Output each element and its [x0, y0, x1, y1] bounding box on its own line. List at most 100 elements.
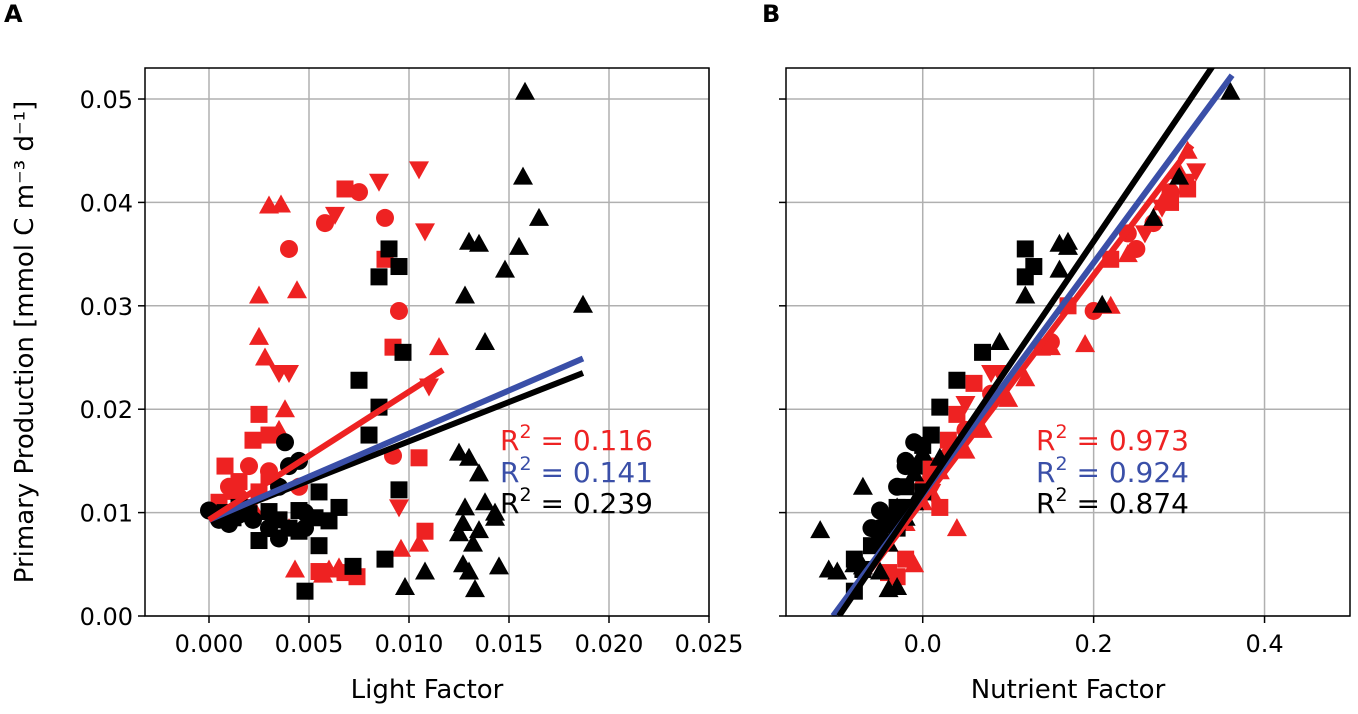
panel-letter-b: B [762, 0, 780, 28]
data-point-black-triangle [1220, 81, 1241, 100]
plot-frame-b [785, 67, 1351, 617]
r2-symbol: R [1036, 487, 1055, 520]
data-point-black-triangle [455, 497, 475, 516]
data-point-black-triangle [1092, 294, 1113, 313]
r2-value: = 0.141 [532, 456, 653, 489]
data-point-black-triangle [852, 476, 873, 495]
r2-value: = 0.239 [532, 487, 653, 520]
data-point-red-inverted-triangle [279, 365, 299, 384]
x-tick-label: 0.005 [275, 630, 344, 658]
data-point-red-square [310, 563, 328, 581]
data-point-black-circle [888, 477, 907, 496]
data-point-red-inverted-triangle [325, 206, 345, 225]
data-point-black-square [380, 240, 398, 258]
data-point-black-triangle [1143, 207, 1164, 226]
data-point-black-triangle [469, 463, 489, 482]
r2-value: = 0.874 [1068, 487, 1189, 520]
x-tick-label: 0.0 [904, 630, 942, 658]
data-point-red-inverted-triangle [1186, 163, 1207, 182]
data-point-black-triangle [1015, 285, 1036, 304]
y-tick-label: 0.02 [80, 396, 133, 424]
r2-annotation: R2 = 0.874 [1036, 484, 1189, 520]
data-point-red-triangle [1075, 334, 1096, 353]
data-point-red-triangle [249, 285, 269, 304]
y-tick-label: 0.03 [80, 293, 133, 321]
data-point-black-square [390, 258, 408, 276]
r2-symbol: R [1036, 456, 1055, 489]
panel-letter-a: A [4, 0, 23, 28]
data-point-red-circle [316, 214, 334, 233]
data-point-red-triangle [287, 280, 307, 299]
x-tick-label: 0.025 [675, 630, 744, 658]
data-point-red-circle [390, 301, 408, 320]
r2-superscript: 2 [1055, 484, 1067, 506]
data-point-red-square [965, 374, 983, 392]
data-point-red-triangle [255, 347, 275, 366]
data-point-red-circle [280, 239, 298, 258]
data-point-red-square [260, 426, 278, 444]
data-point-black-square [390, 481, 408, 499]
data-point-black-triangle [489, 556, 509, 575]
fit-lines-b [830, 68, 1235, 616]
data-point-red-inverted-triangle [409, 161, 429, 180]
data-point-black-square [320, 512, 338, 530]
red-fit-line [207, 367, 445, 523]
data-point-red-square [948, 405, 966, 423]
data-point-red-circle [350, 183, 368, 202]
data-point-black-triangle [989, 332, 1010, 350]
data-point-red-inverted-triangle [389, 499, 409, 518]
points-a [200, 81, 593, 600]
data-point-red-square [416, 522, 434, 540]
r2-superscript: 2 [519, 453, 531, 475]
data-point-red-inverted-triangle [1152, 199, 1172, 218]
data-point-red-triangle [275, 399, 295, 418]
data-point-black-triangle [485, 502, 505, 521]
data-point-red-triangle [998, 388, 1019, 407]
data-point-black-triangle [465, 579, 485, 598]
data-point-black-triangle [513, 166, 533, 185]
data-point-red-inverted-triangle [369, 173, 389, 192]
points-b [810, 81, 1241, 600]
x-axis-label-a: Light Factor [351, 675, 504, 705]
y-tick-label: 0.05 [80, 86, 133, 114]
data-point-black-circle [896, 451, 915, 470]
data-point-black-square [974, 343, 992, 361]
data-point-red-triangle [904, 554, 925, 573]
r2-symbol: R [500, 456, 519, 489]
r2-superscript: 2 [1055, 421, 1067, 443]
r2-annotation: R2 = 0.116 [500, 421, 653, 457]
x-axis-label-b: Nutrient Factor [971, 675, 1166, 705]
data-point-red-square [888, 568, 906, 586]
data-point-red-circle [240, 457, 258, 476]
x-tick-label: 0.015 [475, 630, 544, 658]
data-point-black-square [376, 550, 394, 568]
data-point-red-triangle [1015, 368, 1036, 387]
data-point-red-inverted-triangle [415, 223, 435, 242]
data-point-black-square [931, 398, 949, 416]
data-point-black-triangle [469, 233, 489, 252]
data-point-red-inverted-triangle [955, 396, 976, 415]
r2-annotation: R2 = 0.973 [1036, 421, 1189, 457]
data-point-red-triangle [409, 533, 429, 552]
data-point-red-circle [376, 208, 394, 227]
data-point-red-triangle [249, 326, 269, 345]
data-point-black-triangle [459, 561, 479, 580]
data-point-red-square [410, 449, 428, 467]
data-point-red-square [216, 457, 234, 475]
data-point-red-triangle [946, 518, 967, 537]
data-point-black-triangle [495, 259, 515, 278]
data-point-black-triangle [455, 285, 475, 304]
ticks-b: 0.0 0.2 0.4 [779, 98, 1284, 658]
x-tick-label: 0.020 [575, 630, 644, 658]
data-point-black-triangle [463, 533, 483, 552]
x-tick-label: 0.010 [375, 630, 444, 658]
data-point-black-triangle [878, 579, 899, 598]
r2-symbol: R [500, 487, 519, 520]
data-point-black-triangle [395, 577, 415, 596]
data-point-black-circle [276, 433, 294, 452]
data-point-red-square [897, 550, 915, 568]
data-point-black-triangle [1169, 166, 1190, 185]
y-tick-label: 0.04 [80, 189, 133, 217]
data-point-black-circle [270, 529, 288, 548]
data-point-red-circle [1127, 239, 1146, 258]
